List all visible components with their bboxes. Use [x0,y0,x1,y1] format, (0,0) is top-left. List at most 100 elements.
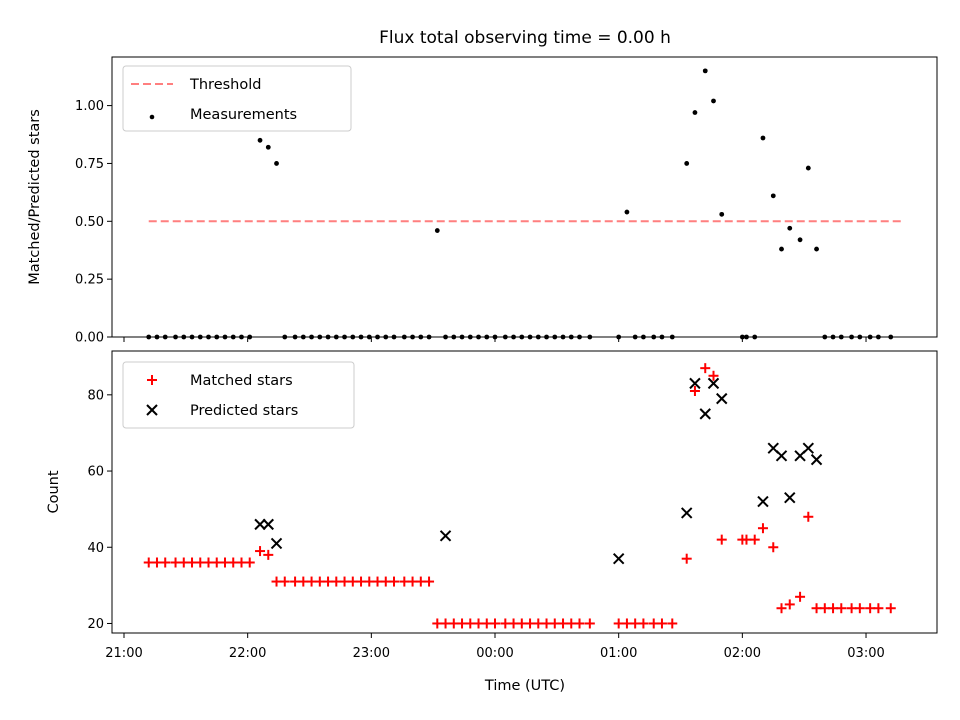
bottom-x-tick-label: 22:00 [229,646,266,661]
matched-star-marker [160,557,171,568]
matched-star-marker [490,618,501,629]
measurement-point [814,246,819,252]
bottom-y-tick-label: 20 [87,617,104,632]
top-panel: 0.00 0.25 0.50 0.75 1.00 Matched/Predicted s… [27,56,938,346]
measurement-point [702,68,708,74]
matched-star-marker [244,557,255,568]
legend-threshold-label: Threshold [189,77,261,93]
bottom-x-tick-label: 00:00 [476,646,513,661]
bottom-x-axis-label: Time (UTC) [484,678,565,694]
matched-star-marker [795,591,806,602]
matched-star-marker [700,363,711,374]
measurement-point [692,110,698,115]
legend-predicted-swatch [146,404,158,416]
matched-star-marker [681,553,692,564]
measurement-point [797,237,803,243]
matched-star-marker [279,576,290,587]
top-y-ticks: 0.00 0.25 0.50 0.75 1.00 [75,99,112,346]
matched-star-marker [255,546,266,557]
bottom-y-tick-label: 80 [87,388,104,403]
predicted-star-marker [757,495,769,508]
top-y-tick-label: 0.00 [75,331,104,346]
measurement-point [265,144,271,150]
predicted-star-marker [699,408,711,420]
measurement-point [779,246,784,252]
matched-star-marker [757,523,768,534]
top-legend-box [122,65,352,132]
top-y-tick-label: 0.25 [75,273,104,288]
legend-measurements-label: Measurements [190,107,297,123]
predicted-star-marker [810,453,823,466]
bottom-y-tick-label: 40 [87,541,104,556]
legend-matched-swatch [147,375,157,385]
matched-star-marker [656,618,667,629]
bottom-x-tick-label: 03:00 [847,646,884,661]
matched-star-marker [689,386,700,397]
predicted-star-marker [612,552,625,565]
matched-star-marker [873,603,884,614]
predicted-star-marker [439,530,452,542]
bottom-x-tick-label: 01:00 [600,646,637,661]
measurement-point [770,193,776,199]
predicted-star-marker [270,537,283,550]
matched-star-marker [389,576,400,587]
matched-star-marker [708,370,719,381]
top-y-axis-label: Matched/Predicted stars [27,109,43,285]
legend-matched-label: Matched stars [190,373,293,389]
measurement-point [257,137,263,143]
bottom-y-axis-label: Count [46,470,62,513]
top-y-tick-label: 0.75 [75,157,104,172]
measurement-point [787,225,793,231]
legend-predicted-label: Predicted stars [190,403,298,419]
measurement-point [434,228,440,233]
predicted-star-marker [775,450,788,462]
measurement-point [711,98,716,104]
matched-star-marker [667,618,678,629]
predicted-star-marker [689,377,701,390]
predicted-star-marker [784,492,796,504]
matched-star-marker [784,599,795,610]
bottom-x-ticks: 21:00 22:00 23:00 00:00 01:00 02:00 03:00 [105,633,885,661]
top-y-tick-label: 0.50 [75,215,104,230]
bottom-plot-area [143,363,896,629]
chart-title: Flux total observing time = 0.00 h [379,28,671,48]
matched-star-marker [768,542,779,553]
matched-star-marker [574,618,585,629]
predicted-star-marker [680,507,693,519]
bottom-legend: Matched stars Predicted stars [122,361,355,429]
bottom-axes-frame [111,350,938,634]
matched-star-marker [716,534,727,545]
top-y-tick-label: 1.00 [75,99,104,114]
matched-star-marker [803,511,814,522]
bottom-y-tick-label: 60 [87,465,104,480]
matched-star-marker [424,576,435,587]
matched-star-marker [263,549,274,560]
top-x-ticks [123,337,867,342]
top-legend: Threshold Measurements [122,65,352,132]
measurement-point [805,165,811,171]
measurement-point [684,161,690,166]
bottom-x-tick-label: 02:00 [724,646,761,661]
predicted-star-marker [802,442,815,454]
legend-measurements-swatch [149,114,155,120]
predicted-star-marker [707,377,720,390]
predicted-star-marker [716,392,728,405]
matched-star-marker [776,603,787,614]
bottom-x-tick-label: 23:00 [353,646,390,661]
bottom-y-ticks: 20 40 60 80 [87,388,112,632]
matched-star-marker [584,618,595,629]
measurement-point [274,161,279,166]
bottom-x-tick-label: 21:00 [105,646,142,661]
matched-star-marker [885,603,896,614]
top-axes-frame [111,56,938,338]
measurement-point [719,211,725,217]
matched-star-marker [638,618,649,629]
bottom-legend-box [122,361,355,429]
matched-star-marker [854,603,865,614]
predicted-star-marker [262,518,274,531]
predicted-star-marker [254,518,266,531]
matched-star-marker [836,603,847,614]
bottom-panel: 20 40 60 80 21:00 22:00 23:00 00:00 01:00 02:00 0… [46,350,938,694]
matched-star-marker [749,534,760,545]
